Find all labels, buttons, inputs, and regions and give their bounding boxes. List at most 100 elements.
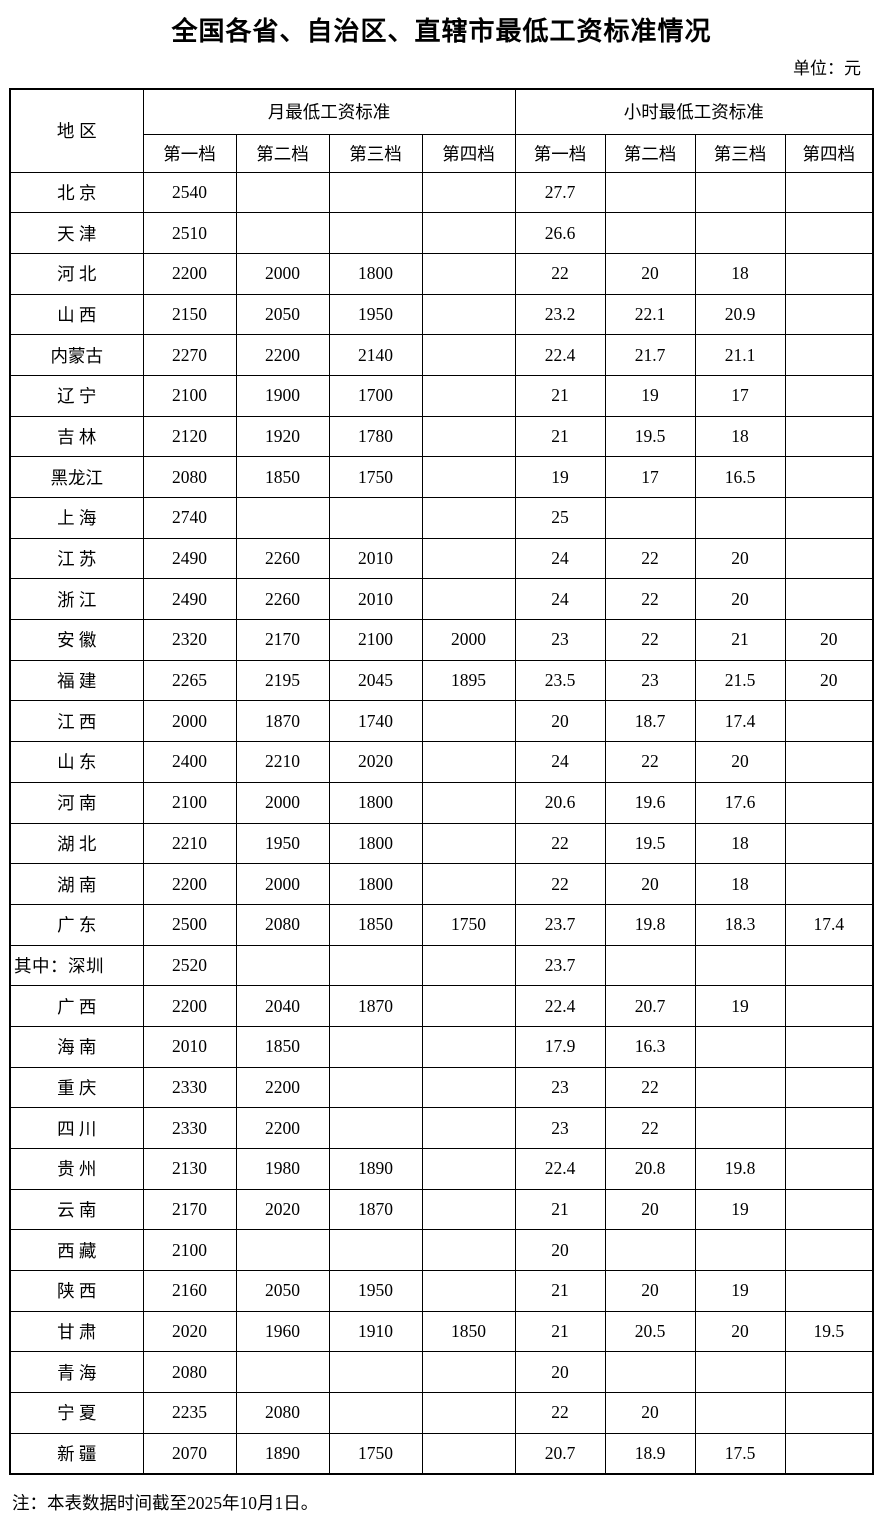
region-cell: 内蒙古 (9, 334, 144, 376)
table-row: 其中：深圳 2520 23.7 (9, 944, 874, 987)
region-cell: 云 南 (9, 1188, 144, 1231)
value-cell (784, 1392, 874, 1434)
region-cell: 贵 州 (9, 1148, 144, 1190)
document-page: 全国各省、自治区、直辖市最低工资标准情况 单位：元 地 区 月最低工资标准 小时… (0, 14, 883, 1531)
table-row: 四 川 2330 2200 23 22 (9, 1107, 874, 1149)
value-cell: 1800 (328, 863, 423, 905)
hourly-tier1-header: 第一档 (514, 133, 606, 173)
value-cell: 2000 (235, 781, 330, 824)
value-cell (784, 1148, 874, 1190)
value-cell: 2170 (235, 619, 330, 661)
value-cell: 20.6 (514, 781, 606, 824)
value-cell (328, 212, 423, 254)
value-cell (784, 1066, 874, 1109)
value-cell: 1750 (328, 1432, 423, 1475)
value-cell: 23 (514, 1107, 606, 1149)
value-cell (784, 497, 874, 539)
value-cell: 2320 (142, 619, 237, 661)
table-row: 云 南 2170 2020 1870 21 20 19 (9, 1188, 874, 1231)
value-cell (784, 1025, 874, 1068)
value-cell: 2050 (235, 293, 330, 336)
value-cell (784, 334, 874, 376)
value-cell: 20.9 (694, 293, 786, 336)
value-cell (694, 1351, 786, 1394)
region-cell: 广 西 (9, 985, 144, 1027)
value-cell (694, 212, 786, 254)
value-cell: 20 (604, 1392, 696, 1434)
value-cell: 20 (784, 619, 874, 661)
value-cell: 19.8 (694, 1148, 786, 1190)
value-cell (784, 822, 874, 865)
value-cell (694, 1066, 786, 1109)
value-cell: 2265 (142, 659, 237, 702)
value-cell: 17.6 (694, 781, 786, 824)
table-row: 北 京 2540 27.7 (9, 171, 874, 214)
table-row: 海 南 2010 1850 17.9 16.3 (9, 1025, 874, 1068)
value-cell: 23 (604, 659, 696, 702)
value-cell (604, 944, 696, 987)
value-cell (784, 1107, 874, 1149)
value-cell: 2200 (142, 252, 237, 295)
value-cell (784, 741, 874, 783)
value-cell: 18 (694, 252, 786, 295)
value-cell: 2160 (142, 1270, 237, 1312)
value-cell: 2100 (328, 619, 423, 661)
value-cell: 19 (694, 1188, 786, 1231)
value-cell (328, 1066, 423, 1109)
value-cell: 1895 (421, 659, 516, 702)
table-row: 贵 州 2130 1980 1890 22.4 20.8 19.8 (9, 1148, 874, 1190)
value-cell (784, 171, 874, 214)
value-cell (421, 781, 516, 824)
value-cell: 21.1 (694, 334, 786, 376)
value-cell (784, 1188, 874, 1231)
value-cell: 21 (514, 1188, 606, 1231)
value-cell: 26.6 (514, 212, 606, 254)
value-cell: 20 (604, 1270, 696, 1312)
region-cell: 广 东 (9, 903, 144, 946)
region-cell: 河 北 (9, 252, 144, 295)
value-cell: 19.5 (604, 415, 696, 458)
value-cell: 2490 (142, 578, 237, 621)
value-cell: 19.5 (784, 1310, 874, 1353)
value-cell: 1910 (328, 1310, 423, 1353)
value-cell (421, 1025, 516, 1068)
value-cell: 2045 (328, 659, 423, 702)
value-cell (328, 1392, 423, 1434)
value-cell: 23 (514, 1066, 606, 1109)
region-cell: 甘 肃 (9, 1310, 144, 1353)
value-cell: 2100 (142, 1229, 237, 1272)
value-cell: 20.8 (604, 1148, 696, 1190)
table-row: 江 西 2000 1870 1740 20 18.7 17.4 (9, 700, 874, 743)
value-cell: 23.5 (514, 659, 606, 702)
value-cell: 20.5 (604, 1310, 696, 1353)
value-cell (784, 1229, 874, 1272)
value-cell: 22 (514, 1392, 606, 1434)
value-cell: 18.9 (604, 1432, 696, 1475)
region-column-header: 地 区 (9, 88, 144, 173)
value-cell (328, 1351, 423, 1394)
value-cell (604, 171, 696, 214)
value-cell (694, 171, 786, 214)
value-cell: 22 (604, 741, 696, 783)
value-cell: 20 (694, 578, 786, 621)
region-cell: 浙 江 (9, 578, 144, 621)
table-row: 天 津 2510 26.6 (9, 212, 874, 254)
value-cell (421, 1107, 516, 1149)
table-row: 湖 北 2210 1950 1800 22 19.5 18 (9, 822, 874, 865)
value-cell: 2020 (235, 1188, 330, 1231)
value-cell: 22 (604, 537, 696, 580)
region-cell: 西 藏 (9, 1229, 144, 1272)
value-cell (784, 1351, 874, 1394)
value-cell: 24 (514, 578, 606, 621)
value-cell: 2330 (142, 1107, 237, 1149)
value-cell: 20 (694, 741, 786, 783)
table-row: 浙 江 2490 2260 2010 24 22 20 (9, 578, 874, 621)
value-cell: 2140 (328, 334, 423, 376)
value-cell (235, 171, 330, 214)
value-cell: 22.4 (514, 334, 606, 376)
value-cell: 2270 (142, 334, 237, 376)
value-cell (421, 1188, 516, 1231)
value-cell (328, 1025, 423, 1068)
value-cell (784, 1270, 874, 1312)
monthly-tier3-header: 第三档 (328, 133, 423, 173)
